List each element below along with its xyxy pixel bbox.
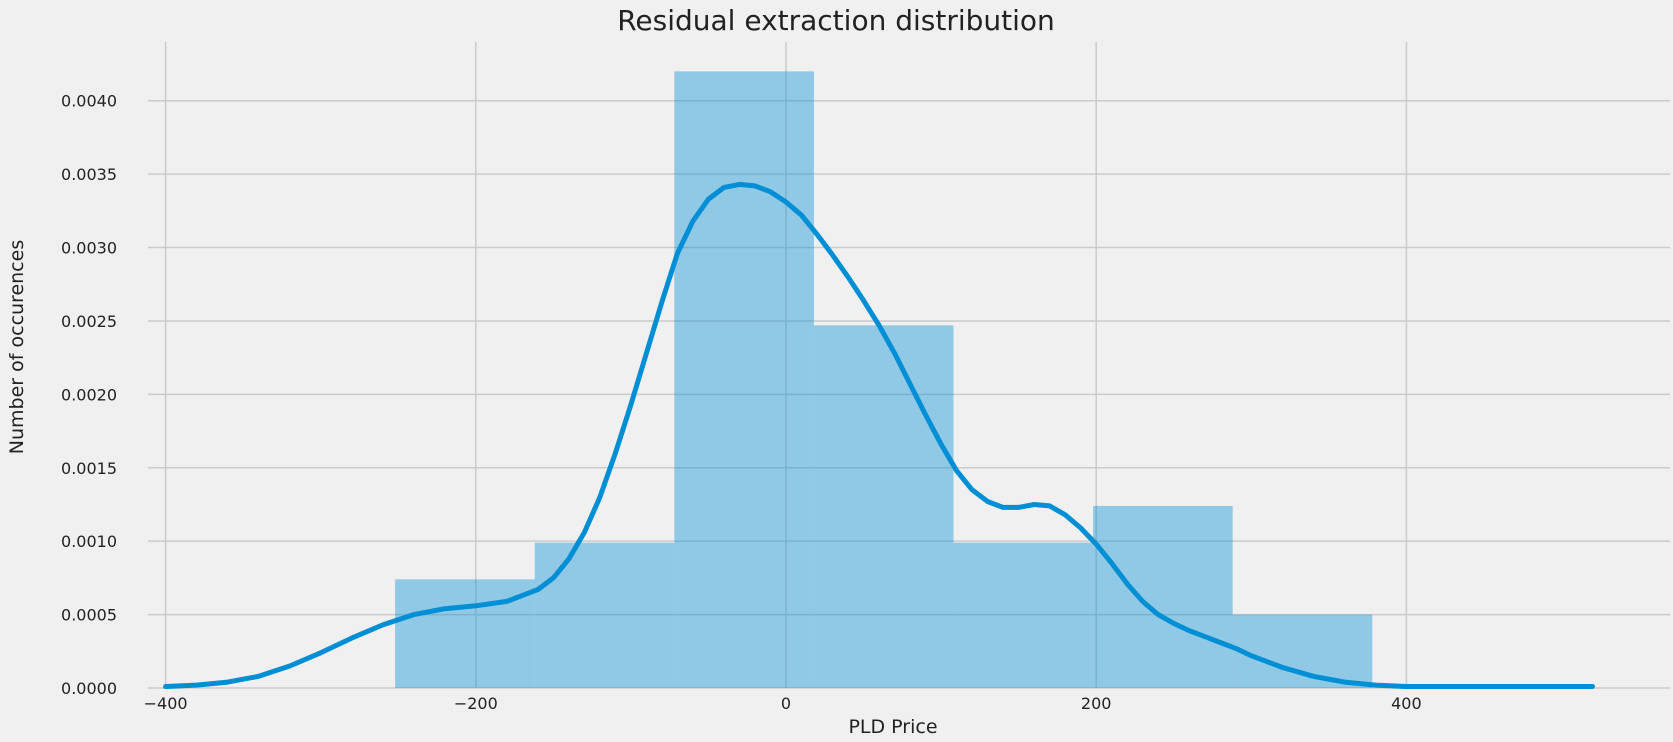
histogram-bar <box>395 579 535 688</box>
histogram-bar <box>954 543 1094 688</box>
histogram-bar <box>814 325 954 688</box>
chart-title: Residual extraction distribution <box>617 4 1055 37</box>
x-tick-label: 0 <box>781 694 791 713</box>
histogram-bar <box>674 71 814 688</box>
histogram-bar <box>535 543 675 688</box>
y-tick-label: 0.0035 <box>61 165 117 184</box>
x-axis-label: PLD Price <box>848 716 937 738</box>
histogram-bar <box>1093 506 1233 688</box>
y-tick-label: 0.0020 <box>61 385 117 404</box>
y-tick-label: 0.0040 <box>61 92 117 111</box>
y-tick-label: 0.0025 <box>61 312 117 331</box>
x-tick-label: 400 <box>1391 694 1422 713</box>
y-tick-label: 0.0000 <box>61 679 117 698</box>
x-tick-label: −400 <box>144 694 188 713</box>
histogram-bars <box>395 71 1372 688</box>
y-tick-label: 0.0015 <box>61 459 117 478</box>
y-tick-label: 0.0010 <box>61 532 117 551</box>
y-tick-label: 0.0005 <box>61 606 117 625</box>
x-tick-label: 200 <box>1081 694 1112 713</box>
y-tick-label: 0.0030 <box>61 239 117 258</box>
histogram-bar <box>1233 615 1373 688</box>
y-axis-label: Number of occurences <box>6 240 28 454</box>
x-tick-label: −200 <box>454 694 498 713</box>
